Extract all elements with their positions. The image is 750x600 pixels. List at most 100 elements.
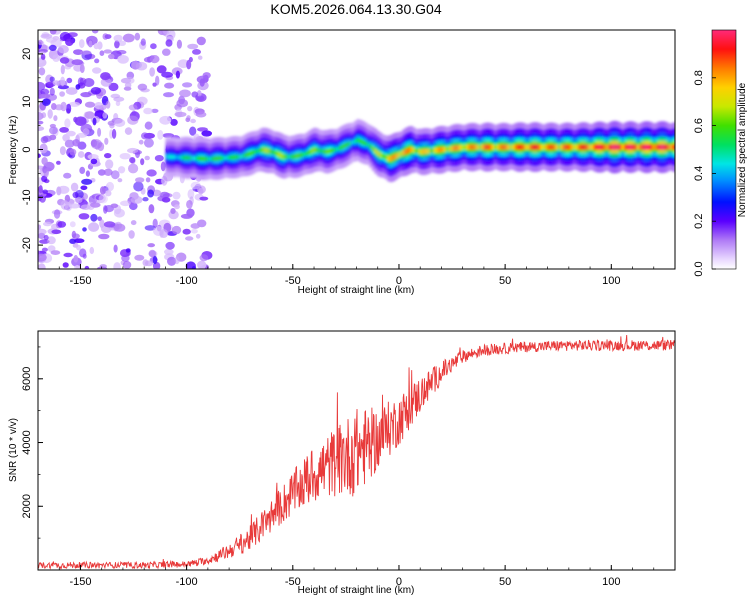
noise-blob: [154, 155, 164, 162]
ridge-cell: [527, 144, 531, 150]
ridge-cell: [664, 144, 668, 150]
ridge-cell: [511, 144, 516, 150]
noise-blob: [73, 238, 85, 243]
noise-blob: [187, 189, 195, 200]
ridge-cell: [463, 144, 467, 150]
y-tick-label: 10: [21, 96, 33, 108]
noise-blob: [117, 178, 123, 183]
y-tick-label: 4000: [21, 430, 33, 454]
ridge-cell: [575, 144, 579, 150]
ridge-cell: [277, 152, 281, 157]
ridge-cell: [369, 144, 373, 149]
ridge-cell: [550, 144, 554, 150]
noise-blob: [120, 200, 131, 207]
noise-blob: [167, 256, 177, 266]
noise-blob: [60, 64, 65, 75]
noise-blob: [66, 130, 76, 137]
noise-blob: [180, 213, 193, 219]
noise-blob: [72, 139, 81, 147]
noise-blob: [176, 99, 188, 108]
noise-blob: [130, 220, 137, 226]
x-tick-label: -100: [176, 576, 198, 588]
noise-blob: [187, 106, 193, 112]
noise-blob: [100, 72, 111, 81]
ridge-cell: [639, 144, 643, 150]
ridge-cell: [578, 144, 582, 150]
ridge-cell: [430, 148, 434, 154]
noise-blob: [159, 115, 172, 125]
noise-blob: [47, 109, 53, 119]
noise-blob: [144, 155, 150, 161]
ridge-cell: [292, 154, 296, 159]
ridge-cell: [371, 146, 375, 152]
ridge-cell: [647, 144, 651, 150]
noise-blob: [59, 91, 65, 97]
ridge-cell: [303, 152, 307, 157]
noise-blob: [59, 57, 70, 64]
ridge-cell: [491, 144, 495, 150]
noise-blob: [191, 91, 199, 98]
ridge-cell: [325, 149, 330, 154]
noise-blob: [143, 138, 154, 148]
ridge-cell: [267, 148, 271, 154]
noise-blob: [87, 154, 99, 160]
noise-blob: [80, 185, 88, 191]
ridge-cell: [346, 142, 350, 147]
noise-blob: [38, 81, 46, 91]
noise-blob: [38, 120, 44, 125]
noise-blob: [56, 186, 62, 196]
ridge-cell: [264, 147, 268, 153]
ridge-cell: [392, 154, 396, 160]
x-tick-label: -50: [285, 576, 301, 588]
noise-blob: [92, 30, 99, 34]
ridge-cell: [522, 144, 526, 150]
ridge-cell: [565, 144, 569, 150]
noise-blob: [65, 38, 74, 46]
ridge-cell: [213, 156, 217, 161]
ridge-cell: [588, 144, 592, 150]
ridge-cell: [644, 144, 648, 150]
ridge-cell: [341, 144, 345, 150]
ridge-cell: [190, 155, 195, 161]
noise-blob: [91, 139, 102, 150]
ridge-cell: [568, 144, 572, 150]
noise-blob: [164, 248, 174, 255]
noise-blob: [170, 208, 176, 214]
noise-blob: [73, 254, 79, 263]
noise-blob: [104, 34, 112, 39]
noise-blob: [165, 39, 173, 47]
noise-blob: [161, 197, 171, 203]
noise-blob: [69, 238, 77, 244]
ridge-cell: [427, 148, 431, 154]
noise-blob: [115, 100, 121, 107]
ridge-cell: [486, 144, 490, 150]
noise-blob: [38, 253, 47, 262]
ridge-cell: [450, 145, 454, 151]
noise-blob: [100, 77, 112, 87]
ridge-cell: [359, 138, 363, 144]
colorbar-tick-label: 0.0: [693, 261, 705, 276]
noise-blob: [65, 87, 78, 95]
ridge-cell: [438, 147, 442, 153]
noise-blob: [41, 247, 48, 252]
ridge-cell: [407, 147, 411, 154]
noise-blob: [118, 40, 126, 46]
colorbar-tick-label: 0.4: [693, 166, 705, 181]
ridge-cell: [580, 144, 584, 150]
noise-blob: [186, 59, 192, 70]
noise-blob: [196, 185, 206, 194]
noise-blob: [66, 77, 73, 84]
spectrogram-heatmap: [38, 30, 675, 269]
ridge-cell: [517, 144, 521, 150]
ridge-cell: [573, 144, 577, 150]
ridge-cell: [178, 155, 182, 160]
ridge-cell: [509, 144, 513, 150]
ridge-cell: [343, 143, 347, 148]
noise-blob: [51, 229, 62, 235]
noise-blob: [49, 76, 55, 82]
ridge-cell: [496, 144, 500, 150]
noise-blob: [103, 221, 116, 228]
ridge-cell: [593, 144, 597, 150]
noise-blob: [117, 55, 129, 64]
noise-blob: [128, 104, 138, 111]
